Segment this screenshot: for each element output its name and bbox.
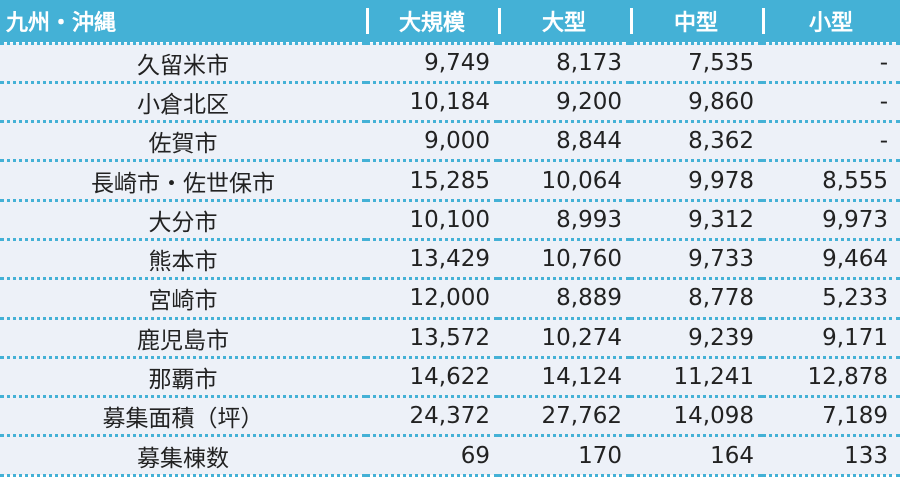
table-header: 九州・沖縄 大規模 大型 中型 小型 (0, 0, 900, 43)
table-row: 長崎市・佐世保市 15,285 10,064 9,978 8,555 (0, 160, 900, 202)
cell-small: - (762, 82, 900, 124)
cell-large-scale: 12,000 (366, 278, 498, 320)
row-label: 那覇市 (0, 357, 366, 399)
cell-large: 10,064 (498, 160, 630, 202)
cell-small: 7,189 (762, 396, 900, 438)
cell-large-scale: 10,184 (366, 82, 498, 124)
cell-large-scale: 24,372 (366, 396, 498, 438)
cell-medium: 9,733 (630, 239, 762, 281)
cell-small: 9,973 (762, 200, 900, 241)
cell-medium: 14,098 (630, 396, 762, 438)
table-row: 佐賀市 9,000 8,844 8,362 - (0, 121, 900, 163)
cell-large: 27,762 (498, 396, 630, 438)
cell-large: 8,993 (498, 200, 630, 241)
row-label: 鹿児島市 (0, 318, 366, 359)
cell-large-scale: 13,572 (366, 318, 498, 359)
cell-medium: 8,778 (630, 278, 762, 320)
table-body: 久留米市 9,749 8,173 7,535 - 小倉北区 10,184 9,2… (0, 41, 900, 477)
header-col-small: 小型 (762, 0, 900, 43)
cell-large-scale: 69 (366, 435, 498, 477)
cell-large: 8,173 (498, 41, 630, 84)
table-row: 募集棟数 69 170 164 133 (0, 435, 900, 477)
cell-large-scale: 15,285 (366, 160, 498, 202)
cell-small: 9,171 (762, 318, 900, 359)
table-row: 久留米市 9,749 8,173 7,535 - (0, 41, 900, 84)
table-row: 募集面積（坪） 24,372 27,762 14,098 7,189 (0, 396, 900, 438)
table-row: 小倉北区 10,184 9,200 9,860 - (0, 82, 900, 124)
cell-small: 5,233 (762, 278, 900, 320)
row-label: 久留米市 (0, 41, 366, 84)
cell-medium: 7,535 (630, 41, 762, 84)
cell-medium: 11,241 (630, 357, 762, 399)
cell-small: 133 (762, 435, 900, 477)
header-col-large-scale: 大規模 (366, 0, 498, 43)
row-label: 長崎市・佐世保市 (0, 160, 366, 202)
table-row: 鹿児島市 13,572 10,274 9,239 9,171 (0, 318, 900, 359)
cell-large-scale: 14,622 (366, 357, 498, 399)
cell-small: - (762, 41, 900, 84)
row-label-recruit-area: 募集面積（坪） (0, 396, 366, 438)
cell-large-scale: 9,749 (366, 41, 498, 84)
cell-large-scale: 9,000 (366, 121, 498, 163)
cell-medium: 9,312 (630, 200, 762, 241)
row-label: 大分市 (0, 200, 366, 241)
row-label: 熊本市 (0, 239, 366, 281)
cell-small: 8,555 (762, 160, 900, 202)
cell-medium: 8,362 (630, 121, 762, 163)
cell-medium: 9,978 (630, 160, 762, 202)
header-col-large: 大型 (498, 0, 630, 43)
table-row: 那覇市 14,622 14,124 11,241 12,878 (0, 357, 900, 399)
cell-large-scale: 10,100 (366, 200, 498, 241)
cell-large: 8,889 (498, 278, 630, 320)
cell-large: 170 (498, 435, 630, 477)
cell-large-scale: 13,429 (366, 239, 498, 281)
cell-small: 9,464 (762, 239, 900, 281)
cell-large: 14,124 (498, 357, 630, 399)
row-label: 宮崎市 (0, 278, 366, 320)
header-row: 九州・沖縄 大規模 大型 中型 小型 (0, 0, 900, 43)
table-row: 宮崎市 12,000 8,889 8,778 5,233 (0, 278, 900, 320)
row-label: 佐賀市 (0, 121, 366, 163)
cell-large: 9,200 (498, 82, 630, 124)
table-row: 大分市 10,100 8,993 9,312 9,973 (0, 200, 900, 241)
cell-small: - (762, 121, 900, 163)
row-label-recruit-buildings: 募集棟数 (0, 435, 366, 477)
cell-medium: 9,860 (630, 82, 762, 124)
cell-medium: 164 (630, 435, 762, 477)
cell-medium: 9,239 (630, 318, 762, 359)
cell-small: 12,878 (762, 357, 900, 399)
cell-large: 10,274 (498, 318, 630, 359)
cell-large: 10,760 (498, 239, 630, 281)
table-row: 熊本市 13,429 10,760 9,733 9,464 (0, 239, 900, 281)
header-col-medium: 中型 (630, 0, 762, 43)
header-region: 九州・沖縄 (6, 10, 117, 36)
row-label: 小倉北区 (0, 82, 366, 124)
cell-large: 8,844 (498, 121, 630, 163)
